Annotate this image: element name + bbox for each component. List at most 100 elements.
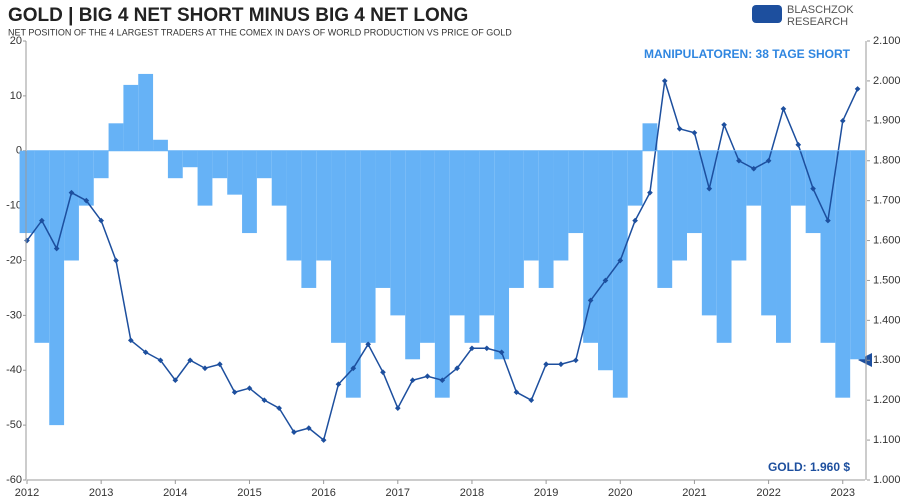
annotation: GOLD: 1.960 $ [768, 460, 850, 474]
x-tick-label: 2014 [163, 487, 187, 499]
logo-icon [752, 5, 782, 23]
net-position-bar [672, 150, 688, 261]
gold-price-point [676, 125, 683, 132]
gold-price-point [691, 129, 698, 136]
gold-price-point [216, 361, 223, 368]
net-position-bar [227, 150, 243, 195]
y2-tick-label: 1.000 [873, 474, 900, 486]
logo-text: BLASCHZOK [787, 4, 854, 16]
net-position-bar [49, 150, 65, 426]
x-tick-label: 2018 [460, 487, 484, 499]
chart-subtitle: NET POSITION OF THE 4 LARGEST TRADERS AT… [8, 27, 512, 37]
y-tick-label: -60 [6, 474, 22, 486]
gold-price-point [572, 357, 579, 364]
net-position-bar [746, 150, 762, 206]
x-tick-label: 2019 [534, 487, 558, 499]
gold-price-point [231, 389, 238, 396]
net-position-bar [197, 150, 213, 206]
gold-price-point [617, 257, 624, 264]
net-position-bar [212, 150, 228, 179]
net-position-bar [301, 150, 317, 288]
gold-price-point [854, 86, 861, 92]
y-tick-label: -50 [6, 419, 22, 431]
net-position-bar [405, 150, 421, 360]
annotation: MANIPULATOREN: 38 TAGE SHORT [644, 47, 851, 61]
gold-price-point [706, 185, 713, 192]
gold-price-point [246, 385, 253, 392]
y-tick-label: 10 [10, 90, 22, 102]
net-position-bar [790, 150, 806, 206]
net-position-bar [271, 150, 287, 206]
x-tick-label: 2017 [386, 487, 410, 499]
net-position-bar [34, 150, 50, 343]
x-tick-label: 2020 [608, 487, 632, 499]
gold-price-point [187, 357, 193, 364]
net-position-bar [716, 150, 732, 343]
net-position-bar [835, 150, 851, 398]
net-position-bar [464, 150, 480, 343]
logo-text: RESEARCH [787, 16, 848, 28]
net-position-bar [286, 150, 302, 261]
net-position-bar [64, 150, 79, 261]
gold-price-point [83, 197, 90, 204]
gold-price-point [498, 349, 505, 356]
y2-tick-label: 1.200 [873, 394, 900, 406]
logo: BLASCHZOK RESEARCH [752, 4, 854, 28]
x-tick-label: 2015 [237, 487, 261, 499]
net-position-bar [642, 123, 658, 151]
gold-price-point [439, 377, 446, 384]
gold-price-point [750, 165, 757, 172]
gold-price-point [454, 365, 460, 372]
gold-price-point [68, 189, 75, 196]
gold-price-point [810, 185, 816, 192]
net-position-bar [538, 150, 554, 288]
net-position-bar [553, 150, 569, 261]
gold-price-point [543, 361, 549, 368]
net-position-bar [568, 150, 584, 234]
x-tick-label: 2016 [311, 487, 335, 499]
y2-tick-label: 1.900 [873, 115, 900, 127]
y2-tick-label: 1.100 [873, 434, 900, 446]
net-position-bar [820, 150, 836, 343]
x-tick-label: 2013 [89, 487, 113, 499]
net-position-bar [316, 150, 332, 261]
net-position-bar [850, 150, 865, 360]
net-position-bar [805, 150, 821, 234]
net-position-bar [612, 150, 628, 398]
gold-price-point [261, 397, 268, 404]
y2-tick-label: 1.600 [873, 234, 900, 246]
gold-price-point [127, 337, 134, 344]
gold-price-point [394, 405, 401, 411]
y-tick-label: -40 [6, 364, 22, 376]
y2-tick-label: 1.500 [873, 274, 900, 286]
gold-price-point [350, 365, 357, 372]
net-position-bar [108, 123, 124, 151]
y2-tick-label: 2.000 [873, 75, 900, 87]
net-position-bar [420, 150, 435, 343]
net-position-bar [331, 150, 346, 343]
gold-price-point [98, 217, 104, 224]
x-tick-label: 2021 [682, 487, 706, 499]
net-position-bar [583, 150, 599, 343]
y-tick-label: -30 [6, 309, 22, 321]
net-position-bar [509, 150, 524, 288]
net-position-bar [523, 150, 539, 261]
price-pointer [858, 353, 872, 367]
net-position-bar [345, 150, 361, 398]
y2-tick-label: 1.300 [873, 354, 900, 366]
y2-tick-label: 1.800 [873, 155, 900, 167]
net-position-bar [701, 150, 717, 316]
gold-price-point [513, 389, 520, 396]
gold-price-point [721, 121, 727, 128]
gold-price-point [424, 373, 431, 380]
net-position-bar [687, 150, 702, 234]
gold-price-point [587, 297, 594, 304]
net-position-bar [449, 150, 465, 316]
net-position-bar [78, 150, 94, 206]
net-position-bar [627, 150, 643, 206]
y2-tick-label: 1.400 [873, 314, 900, 326]
y2-tick-label: 1.700 [873, 195, 900, 207]
net-position-bar [167, 150, 183, 179]
gold-price-point [142, 349, 149, 356]
